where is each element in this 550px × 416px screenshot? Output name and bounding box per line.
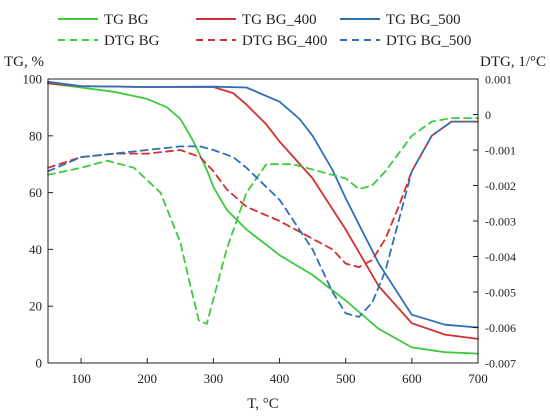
series-line-tg-bg [47, 82, 479, 355]
legend-label: TG BG [104, 12, 149, 28]
x-tick-label: 500 [336, 371, 356, 386]
y-tick-label: 0 [36, 356, 43, 371]
series-layer [47, 80, 479, 355]
legend-label: DTG BG_400 [242, 33, 327, 49]
y-tick-label: 40 [29, 242, 42, 257]
y2-tick-label: -0.003 [485, 215, 516, 229]
y-axis-left: 0 20 40 60 80 100 [23, 72, 53, 371]
y-axis-label-left: TG, % [4, 54, 44, 70]
y2-tick-label: 0.001 [485, 73, 512, 87]
x-axis-label: T, °C [247, 396, 279, 412]
y-tick-label: 20 [29, 299, 42, 314]
series-line-tg-bg-400 [47, 82, 479, 340]
x-axis: 100 200 300 400 500 600 700 [71, 358, 488, 386]
x-tick-label: 100 [71, 371, 91, 386]
y2-tick-label: -0.005 [485, 286, 516, 300]
y-tick-label: 60 [29, 185, 42, 200]
y2-tick-label: -0.002 [485, 179, 516, 193]
y2-tick-label: -0.006 [485, 321, 516, 335]
y2-tick-label: -0.007 [485, 357, 516, 371]
x-tick-label: 700 [468, 371, 488, 386]
legend: TG BG TG BG_400 TG BG_500 DTG BG DTG BG_400 D… [58, 12, 471, 49]
y-tick-label: 80 [29, 128, 42, 143]
series-line-dtg-bg [47, 117, 479, 325]
x-tick-label: 300 [204, 371, 224, 386]
series-line-dtg-bg-500 [47, 120, 479, 318]
legend-label: TG BG_400 [242, 12, 317, 28]
y2-tick-label: -0.001 [485, 144, 516, 158]
y-tick-label: 100 [23, 72, 43, 87]
y2-tick-label: -0.004 [485, 250, 516, 264]
series-line-dtg-bg-400 [47, 120, 479, 268]
legend-label: DTG BG_500 [386, 33, 471, 49]
series-line-tg-bg-500 [47, 80, 479, 329]
y2-tick-label: 0 [485, 108, 491, 122]
y-axis-label-right: DTG, 1/°C [480, 54, 546, 70]
legend-label: TG BG_500 [386, 12, 461, 28]
x-tick-label: 600 [402, 371, 422, 386]
legend-label: DTG BG [104, 33, 160, 49]
x-tick-label: 200 [137, 371, 157, 386]
x-tick-label: 400 [270, 371, 290, 386]
y-axis-right: -0.007 -0.006 -0.005 -0.004 -0.003 -0.002 -0.0… [473, 73, 516, 371]
